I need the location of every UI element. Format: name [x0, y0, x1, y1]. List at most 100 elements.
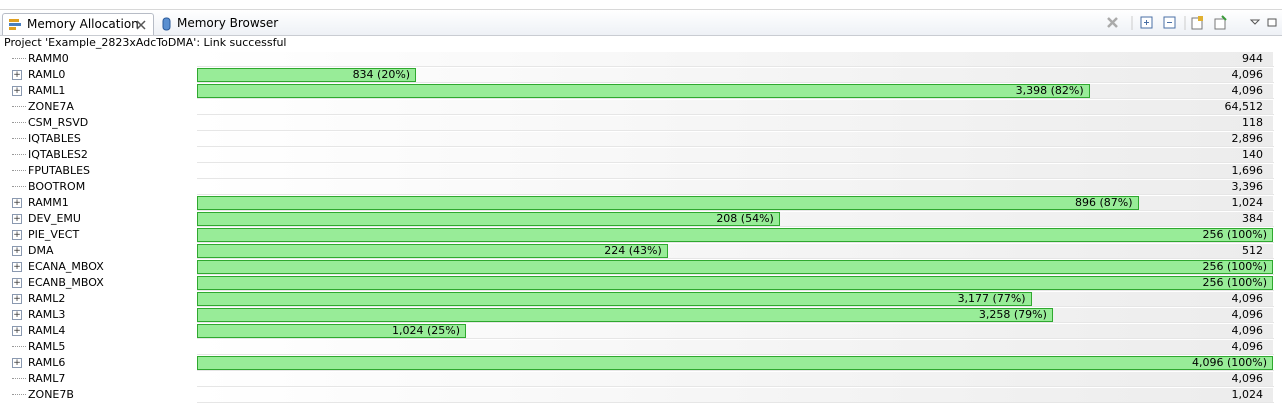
usage-area: 4,096: [197, 372, 1273, 386]
usage-label: 3,258 (79%): [978, 308, 1047, 321]
expand-toggle[interactable]: +: [12, 278, 22, 288]
toolbar: [1107, 15, 1277, 30]
usage-label: 3,398 (82%): [1015, 84, 1084, 97]
row-separator: [197, 82, 1274, 83]
expand-toggle[interactable]: +: [12, 246, 22, 256]
menu-button[interactable]: [1249, 19, 1261, 25]
row-separator: [197, 274, 1274, 275]
memory-row: 1,696 FPUTABLES: [0, 163, 1282, 179]
memory-row: 834 (20%) 4,096 + RAML0: [0, 67, 1282, 83]
close-button[interactable]: [136, 20, 146, 30]
row-separator: [197, 306, 1274, 307]
size-label: 4,096: [1231, 324, 1264, 337]
tree-line: [12, 378, 26, 379]
row-separator: [197, 370, 1274, 371]
tree-line: [12, 346, 26, 347]
usage-area: 3,258 (79%) 4,096: [197, 308, 1273, 322]
size-label: 3,396: [1231, 180, 1264, 193]
row-separator: [197, 258, 1274, 259]
remove-button[interactable]: [1107, 17, 1118, 28]
row-separator: [197, 226, 1274, 227]
expand-toggle[interactable]: +: [12, 230, 22, 240]
region-name: ZONE7B: [28, 388, 74, 401]
region-name: RAML7: [28, 372, 66, 385]
usage-bar: [197, 260, 1273, 274]
tab[interactable]: Memory Browser: [160, 13, 280, 34]
region-name: ECANA_MBOX: [28, 260, 104, 273]
region-name: DMA: [28, 244, 54, 257]
row-separator: [197, 322, 1274, 323]
new-button[interactable]: [1191, 17, 1203, 30]
expand-toggle[interactable]: +: [12, 310, 22, 320]
tree-line: [12, 170, 26, 171]
usage-area: 64,512: [197, 100, 1273, 114]
expand-toggle[interactable]: +: [12, 294, 22, 304]
usage-area: 208 (54%) 384: [197, 212, 1273, 226]
region-name: RAML2: [28, 292, 66, 305]
tree-line: [12, 394, 26, 395]
size-label: 118: [1242, 116, 1263, 129]
row-separator: [197, 98, 1274, 99]
usage-label: 256 (100%): [1202, 260, 1267, 273]
size-label: 4,096: [1231, 308, 1264, 321]
tree-line: [12, 58, 26, 59]
size-label: 140: [1242, 148, 1263, 161]
usage-area: 896 (87%) 1,024: [197, 196, 1273, 210]
tab[interactable]: Memory Allocation: [2, 13, 154, 35]
usage-label: 208 (54%): [716, 212, 774, 225]
region-name: ECANB_MBOX: [28, 276, 104, 289]
size-label: 512: [1242, 244, 1263, 257]
usage-area: 118: [197, 116, 1273, 130]
region-name: RAML3: [28, 308, 66, 321]
expand-toggle[interactable]: +: [12, 262, 22, 272]
expand-toggle[interactable]: +: [12, 326, 22, 336]
usage-label: 896 (87%): [1074, 196, 1133, 209]
usage-bar: [197, 228, 1273, 242]
usage-label: 1,024 (25%): [391, 324, 460, 337]
region-name: RAML6: [28, 356, 66, 369]
region-name: RAML1: [28, 84, 66, 97]
row-separator: [197, 178, 1274, 179]
memory-row: 256 (100%) + ECANB_MBOX: [0, 275, 1282, 291]
pin-button[interactable]: [1214, 18, 1226, 30]
usage-label: 3,177 (77%): [957, 292, 1026, 305]
usage-bar: [197, 84, 1090, 98]
usage-area: 256 (100%): [197, 228, 1273, 242]
size-label: 2,896: [1231, 132, 1264, 145]
expand-toggle[interactable]: +: [12, 214, 22, 224]
usage-area: 3,396: [197, 180, 1273, 194]
memory-row: 2,896 IQTABLES: [0, 131, 1282, 147]
memory-row: 3,398 (82%) 4,096 + RAML1: [0, 83, 1282, 99]
row-separator: [197, 66, 1274, 67]
memory-row: 224 (43%) 512 + DMA: [0, 243, 1282, 259]
usage-area: 256 (100%): [197, 276, 1273, 290]
region-name: DEV_EMU: [28, 212, 81, 225]
usage-bar: [197, 308, 1053, 322]
expand-toggle[interactable]: +: [12, 358, 22, 368]
usage-bar: [197, 212, 780, 226]
tab-icon: [162, 17, 171, 31]
expand-toggle[interactable]: +: [12, 198, 22, 208]
size-label: 64,512: [1224, 100, 1264, 113]
region-name: IQTABLES2: [28, 148, 88, 161]
tab-title: Memory Allocation: [27, 17, 139, 31]
expand-toggle[interactable]: +: [12, 86, 22, 96]
row-separator: [197, 130, 1274, 131]
region-name: CSM_RSVD: [28, 116, 89, 129]
usage-area: 256 (100%): [197, 260, 1273, 274]
expand-toggle[interactable]: +: [12, 70, 22, 80]
size-label: 4,096: [1231, 340, 1264, 353]
size-label: 1,024: [1231, 196, 1264, 209]
usage-area: 3,398 (82%) 4,096: [197, 84, 1273, 98]
top-strip: [0, 0, 1282, 10]
row-separator: [197, 290, 1274, 291]
usage-area: 140: [197, 148, 1273, 162]
memory-row: 64,512 ZONE7A: [0, 99, 1282, 115]
size-label: 4,096: [1231, 68, 1264, 81]
usage-area: 3,177 (77%) 4,096: [197, 292, 1273, 306]
maximize-button[interactable]: [1267, 18, 1277, 27]
tree-line: [12, 154, 26, 155]
size-label: 4,096: [1231, 84, 1264, 97]
usage-bar: [197, 324, 466, 338]
region-name: FPUTABLES: [28, 164, 91, 177]
